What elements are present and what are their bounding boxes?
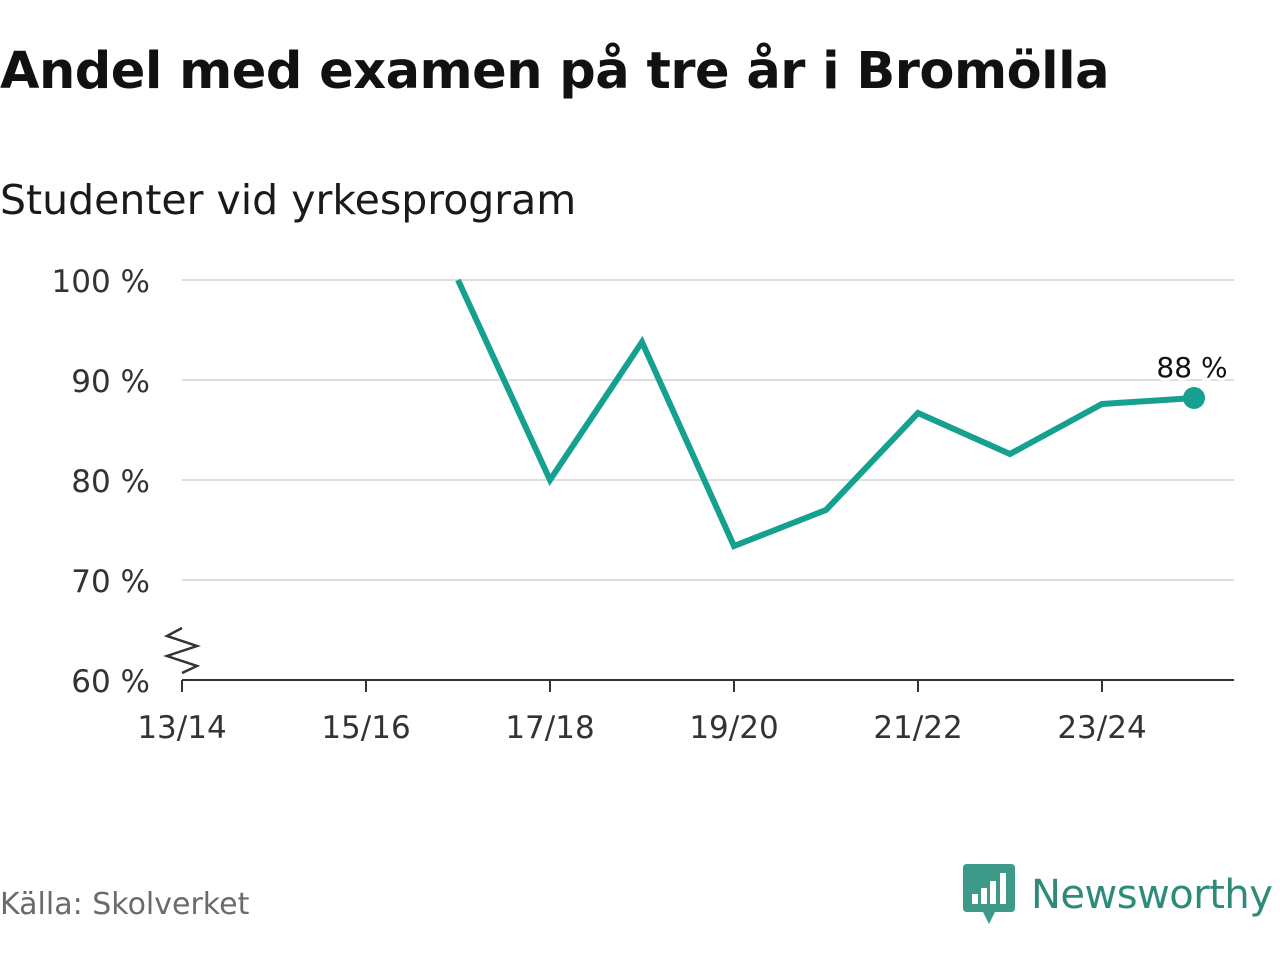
end-marker [1183,387,1205,409]
x-tick-label: 17/18 [505,710,594,746]
line-chart: 60 % 70 % 80 % 90 % 100 % 13/14 15/16 17/18 19/… [52,264,1234,746]
x-tick-label: 13/14 [137,710,226,746]
y-tick-label: 90 % [71,364,150,400]
y-tick-label: 100 % [52,264,150,300]
x-tick-label: 19/20 [689,710,778,746]
x-axis-ticks: 13/14 15/16 17/18 19/20 21/22 23/24 [137,680,1147,746]
source-note: Källa: Skolverket [0,887,250,922]
series-line [455,278,1195,550]
newsworthy-logo-icon [963,864,1015,924]
y-axis-break-icon [163,626,201,675]
x-tick-label: 15/16 [321,710,410,746]
chart-subtitle: Studenter vid yrkesprogram [0,176,577,224]
y-tick-label: 60 % [71,664,150,700]
gridlines [182,279,1234,581]
y-axis-break-mark [163,626,201,675]
x-tick-label: 21/22 [873,710,962,746]
y-axis-ticks: 60 % 70 % 80 % 90 % 100 % [52,264,150,700]
chart-title: Andel med examen på tre år i Bromölla [0,42,1110,101]
x-tick-label: 23/24 [1057,710,1146,746]
end-value-label: 88 % [1156,351,1227,384]
brand-logo[interactable]: Newsworthy [963,862,1273,928]
series-group: 88 % [455,278,1231,550]
brand-name: Newsworthy [1031,872,1273,918]
y-tick-label: 80 % [71,464,150,500]
y-tick-label: 70 % [71,564,150,600]
